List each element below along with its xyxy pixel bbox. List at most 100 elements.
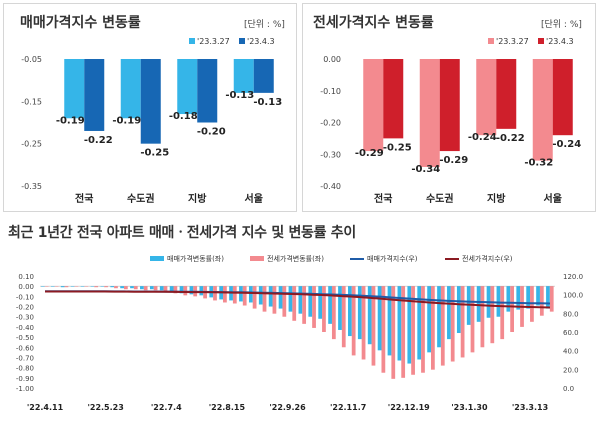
right-y-tick-label: 100.0 — [563, 292, 583, 300]
bar — [278, 286, 283, 309]
bar — [447, 286, 451, 340]
bar — [70, 286, 75, 287]
bar — [120, 286, 124, 289]
bar — [40, 286, 45, 287]
bar — [177, 59, 198, 115]
bar — [421, 286, 425, 373]
right-y-tick-label: 0.0 — [563, 385, 574, 393]
bar — [253, 59, 274, 93]
bar — [288, 286, 293, 312]
bar — [223, 286, 227, 303]
category-label: 서울 — [544, 192, 562, 205]
bar — [411, 286, 415, 375]
bar — [233, 59, 254, 93]
bar — [526, 286, 531, 309]
x-tick-label: '22.12.19 — [388, 403, 430, 412]
bar — [44, 286, 49, 287]
bar — [163, 286, 168, 292]
right-y-tick-label: 60.0 — [563, 329, 579, 337]
bar — [480, 286, 485, 348]
bar — [258, 286, 263, 305]
left-y-tick-label: 0.00 — [18, 283, 34, 291]
bar — [169, 286, 174, 292]
bar — [407, 286, 412, 364]
y-tick-label: -0.15 — [21, 97, 42, 106]
bar — [417, 286, 422, 360]
bar — [397, 286, 402, 361]
left-y-tick-label: -0.30 — [16, 314, 34, 322]
bar — [308, 286, 313, 317]
category-label: 지방 — [487, 192, 506, 205]
x-tick-label: '23.1.30 — [451, 403, 488, 412]
category-label: 수도권 — [426, 193, 454, 205]
y-tick-label: -0.10 — [320, 87, 341, 96]
bar — [476, 59, 497, 136]
data-label: -0.19 — [56, 115, 85, 126]
bar — [149, 286, 154, 290]
bar — [140, 59, 161, 144]
y-tick-label: -0.40 — [320, 182, 341, 191]
legend-swatch-1 — [538, 38, 544, 44]
bar — [536, 286, 540, 306]
bar — [262, 286, 267, 312]
bar — [104, 286, 108, 288]
category-label: 전국 — [75, 192, 93, 205]
bar — [328, 286, 332, 324]
bar — [496, 59, 517, 129]
bar — [419, 59, 440, 167]
bar — [84, 286, 89, 287]
trend-section-title: 최근 1년간 전국 아파트 매매ㆍ전세가격 지수 및 변동률 추이 — [8, 225, 356, 241]
bar — [242, 286, 247, 306]
data-label: -0.34 — [411, 164, 440, 175]
legend-label: '23.4.3 — [247, 37, 275, 46]
bar — [110, 286, 115, 288]
bar — [500, 286, 505, 340]
bar — [322, 286, 326, 332]
bar — [272, 286, 277, 314]
y-tick-label: -0.25 — [21, 140, 42, 149]
x-tick-label: '22.7.4 — [151, 403, 182, 412]
bar — [357, 286, 362, 340]
bar — [114, 286, 118, 289]
bar — [189, 286, 194, 295]
bar — [539, 286, 544, 316]
bar — [506, 286, 511, 312]
bar — [302, 286, 307, 324]
bar — [490, 286, 495, 344]
right-y-tick-label: 40.0 — [563, 348, 579, 356]
bar — [318, 286, 323, 319]
legend-label: 매매가격지수(우) — [367, 254, 418, 263]
data-label: -0.25 — [140, 148, 169, 159]
x-tick-label: '22.8.15 — [209, 403, 246, 412]
bar — [282, 286, 287, 317]
legend-label: 전세가격변동률(좌) — [267, 254, 324, 263]
bar — [510, 286, 514, 332]
jeonse-panel-unit: [단위 : %] — [541, 20, 582, 30]
bar — [460, 286, 465, 358]
legend-swatch-0 — [189, 38, 195, 44]
bar — [363, 59, 384, 152]
legend-swatch-0 — [488, 38, 494, 44]
left-y-tick-label: -1.00 — [16, 385, 34, 393]
bar — [64, 286, 69, 288]
left-y-tick-label: -0.80 — [16, 365, 34, 373]
left-y-tick-label: -0.50 — [16, 334, 34, 342]
bar — [80, 286, 85, 287]
bar — [94, 286, 99, 288]
y-tick-label: -0.20 — [320, 119, 341, 128]
data-label: -0.29 — [355, 148, 384, 159]
bar — [252, 286, 257, 309]
bar — [100, 286, 105, 287]
data-label: -0.18 — [169, 111, 198, 122]
y-tick-label: 0.00 — [323, 55, 341, 64]
legend-label: '23.3.27 — [197, 37, 230, 46]
legend-label: 매매가격변동률(좌) — [167, 254, 224, 263]
bar — [516, 286, 521, 310]
bar — [546, 286, 550, 309]
x-tick-label: '22.9.26 — [269, 403, 306, 412]
bar — [361, 286, 366, 360]
bar — [248, 286, 253, 303]
bar — [239, 286, 243, 302]
data-label: -0.24 — [468, 132, 497, 143]
left-y-tick-label: -0.90 — [16, 375, 34, 383]
